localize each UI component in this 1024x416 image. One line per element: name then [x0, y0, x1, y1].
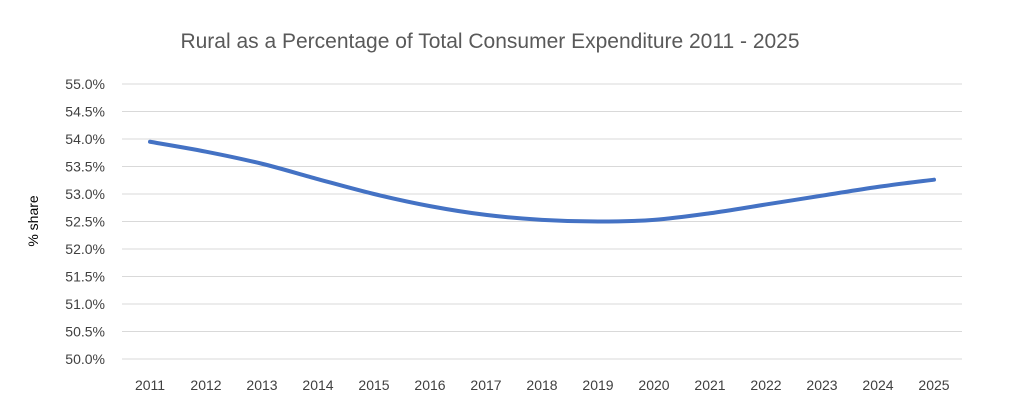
- y-axis-label: % share: [25, 195, 41, 247]
- x-tick-label: 2020: [638, 377, 669, 393]
- y-tick-label: 52.0%: [65, 241, 105, 257]
- y-tick-label: 51.0%: [65, 296, 105, 312]
- y-tick-label: 50.5%: [65, 324, 105, 340]
- data-point-2021: [708, 211, 712, 215]
- data-point-2017: [484, 213, 488, 217]
- x-tick-label: 2019: [582, 377, 613, 393]
- x-tick-label: 2012: [190, 377, 221, 393]
- series-layer: [148, 139, 936, 224]
- x-tick-label: 2018: [526, 377, 557, 393]
- data-point-2016: [428, 204, 432, 208]
- chart-title: Rural as a Percentage of Total Consumer …: [180, 30, 799, 53]
- data-point-2011: [148, 140, 152, 144]
- data-point-2014: [316, 177, 320, 181]
- x-tick-label: 2021: [694, 377, 725, 393]
- data-point-2013: [260, 162, 264, 166]
- x-tick-label: 2016: [414, 377, 445, 393]
- y-tick-label: 55.0%: [65, 76, 105, 92]
- x-tick-label: 2011: [135, 377, 165, 393]
- data-point-2012: [204, 150, 208, 154]
- data-point-2025: [932, 178, 936, 182]
- y-tick-label: 50.0%: [65, 351, 105, 367]
- x-tick-label: 2022: [750, 377, 781, 393]
- x-tick-label: 2025: [918, 377, 949, 393]
- x-tick-label: 2013: [246, 377, 277, 393]
- data-point-2018: [540, 218, 544, 222]
- data-point-2019: [596, 220, 600, 224]
- y-tick-label: 53.0%: [65, 186, 105, 202]
- x-axis-ticks: 2011 2012 2013 2014 2015 2016 2017 2018 2019 2020…: [135, 377, 950, 393]
- x-tick-label: 2023: [806, 377, 837, 393]
- x-tick-label: 2015: [358, 377, 389, 393]
- x-tick-label: 2017: [470, 377, 501, 393]
- y-tick-label: 51.5%: [65, 269, 105, 285]
- y-tick-label: 52.5%: [65, 214, 105, 230]
- y-tick-label: 53.5%: [65, 159, 105, 175]
- x-tick-label: 2014: [302, 377, 333, 393]
- data-point-2020: [652, 218, 656, 222]
- y-tick-label: 54.0%: [65, 131, 105, 147]
- x-tick-label: 2024: [862, 377, 893, 393]
- y-axis-ticks: 50.0% 50.5% 51.0% 51.5% 52.0% 52.5% 53.0% 53.5%…: [65, 76, 105, 367]
- y-tick-label: 54.5%: [65, 104, 105, 120]
- data-point-2023: [820, 194, 824, 198]
- series-line: [148, 139, 936, 224]
- data-point-2022: [764, 202, 768, 206]
- data-point-2015: [372, 192, 376, 196]
- data-point-2024: [876, 185, 880, 189]
